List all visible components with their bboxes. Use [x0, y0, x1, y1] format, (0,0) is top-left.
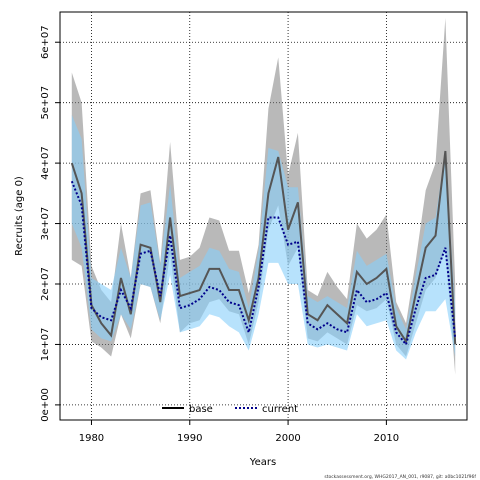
confidence-bands	[71, 18, 456, 375]
y-tick-label: 4e+07	[40, 146, 51, 180]
x-tick-label: 2000	[275, 433, 300, 444]
y-tick-label: 2e+07	[40, 267, 51, 301]
footnote: stockassessment.org, WHG2017_AN_001, r90…	[324, 474, 476, 480]
line-base	[70, 150, 457, 345]
series-lines	[70, 150, 457, 347]
y-tick-label: 6e+07	[40, 25, 51, 59]
x-axis-ticks: 1980 1990 2000 2010	[79, 420, 399, 444]
plot-frame	[59, 11, 468, 421]
x-tick-label: 1980	[79, 433, 104, 444]
legend-base-label: base	[189, 404, 213, 415]
x-tick-label: 1990	[177, 433, 202, 444]
y-tick-label: 1e+07	[40, 328, 51, 362]
x-tick-label: 2010	[374, 433, 399, 444]
legend-current-label: current	[262, 404, 298, 415]
x-axis-title: Years	[249, 457, 276, 468]
y-tick-label: 3e+07	[40, 207, 51, 241]
y-axis-ticks: 0e+00 1e+07 2e+07 3e+07 4e+07 5e+07 6e+07	[40, 25, 60, 422]
y-tick-label: 0e+00	[40, 388, 51, 422]
line-current	[70, 180, 457, 347]
y-axis-title: Recruits (age 0)	[14, 176, 25, 256]
y-tick-label: 5e+07	[40, 86, 51, 120]
legend: base current	[162, 404, 298, 415]
